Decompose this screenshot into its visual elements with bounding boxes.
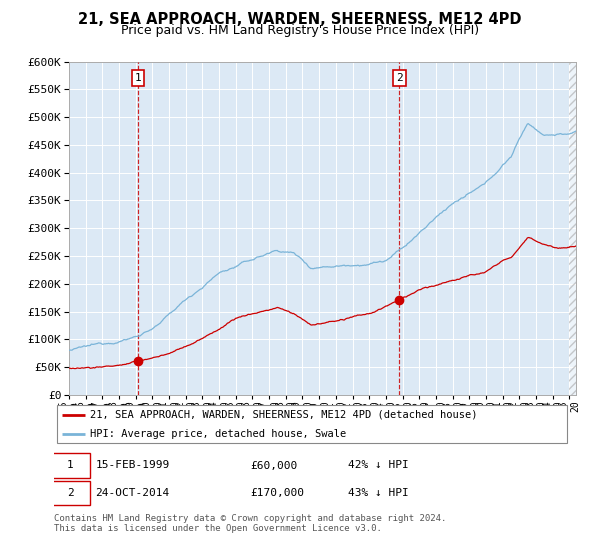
Text: 21, SEA APPROACH, WARDEN, SHEERNESS, ME12 4PD (detached house): 21, SEA APPROACH, WARDEN, SHEERNESS, ME1…: [90, 409, 478, 419]
Text: 21, SEA APPROACH, WARDEN, SHEERNESS, ME12 4PD: 21, SEA APPROACH, WARDEN, SHEERNESS, ME1…: [78, 12, 522, 27]
Text: 1: 1: [67, 460, 74, 470]
Bar: [569, 50, 576, 395]
FancyBboxPatch shape: [52, 481, 90, 506]
Text: 42% ↓ HPI: 42% ↓ HPI: [348, 460, 409, 470]
Text: 15-FEB-1999: 15-FEB-1999: [95, 460, 170, 470]
Text: 1: 1: [134, 73, 141, 83]
Text: Contains HM Land Registry data © Crown copyright and database right 2024.
This d: Contains HM Land Registry data © Crown c…: [54, 514, 446, 534]
Text: Price paid vs. HM Land Registry's House Price Index (HPI): Price paid vs. HM Land Registry's House …: [121, 24, 479, 37]
Text: 2: 2: [67, 488, 74, 498]
Text: 24-OCT-2014: 24-OCT-2014: [95, 488, 170, 498]
Text: £60,000: £60,000: [250, 460, 298, 470]
Text: 43% ↓ HPI: 43% ↓ HPI: [348, 488, 409, 498]
FancyBboxPatch shape: [56, 405, 568, 443]
Text: 2: 2: [396, 73, 403, 83]
Text: £170,000: £170,000: [250, 488, 304, 498]
FancyBboxPatch shape: [52, 453, 90, 478]
Text: HPI: Average price, detached house, Swale: HPI: Average price, detached house, Swal…: [90, 429, 346, 439]
